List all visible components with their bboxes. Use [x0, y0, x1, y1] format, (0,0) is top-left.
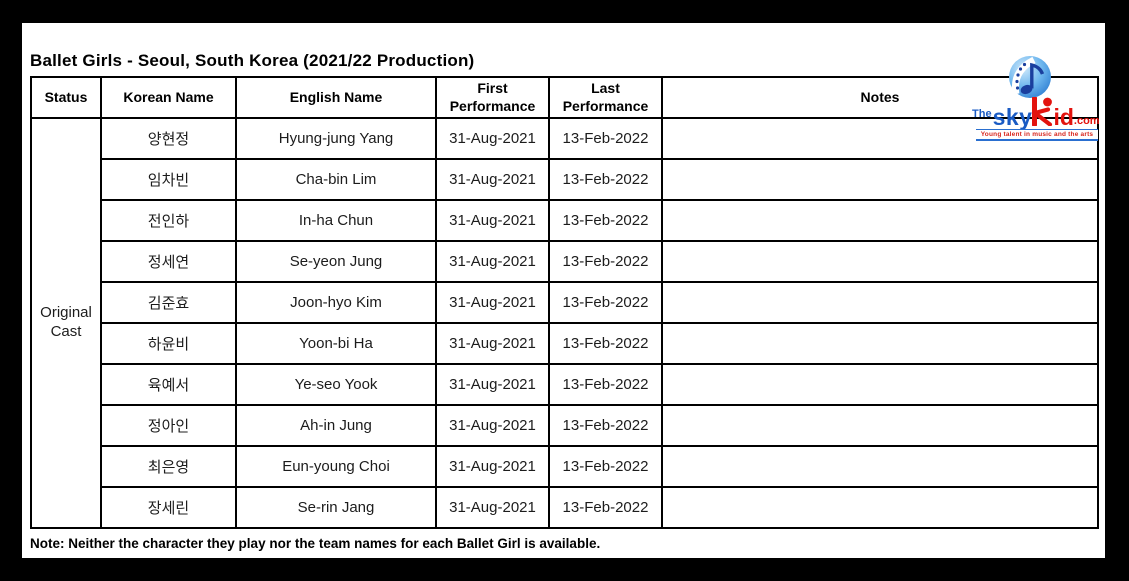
korean-name-cell: 임차빈	[100, 158, 237, 201]
english-name-cell: Eun-young Choi	[235, 445, 437, 488]
first-performance-cell: 31-Aug-2021	[435, 199, 550, 242]
cast-table: Status Korean Name English Name First Pe…	[30, 76, 1099, 529]
first-performance-cell: 31-Aug-2021	[435, 404, 550, 447]
english-name-cell: Cha-bin Lim	[235, 158, 437, 201]
first-performance-cell: 31-Aug-2021	[435, 240, 550, 283]
notes-cell	[661, 158, 1099, 201]
table-row: 육예서 Ye-seo Yook 31-Aug-2021 13-Feb-2022	[31, 363, 1099, 406]
notes-cell	[661, 363, 1099, 406]
last-performance-cell: 13-Feb-2022	[548, 404, 663, 447]
table-row: 전인하 In-ha Chun 31-Aug-2021 13-Feb-2022	[31, 199, 1099, 242]
col-header-english-name: English Name	[235, 76, 437, 119]
logo-tagline: Young talent in music and the arts	[976, 129, 1098, 141]
last-performance-cell: 13-Feb-2022	[548, 158, 663, 201]
first-performance-cell: 31-Aug-2021	[435, 322, 550, 365]
first-performance-cell: 31-Aug-2021	[435, 363, 550, 406]
last-performance-cell: 13-Feb-2022	[548, 363, 663, 406]
table-row: 김준효 Joon-hyo Kim 31-Aug-2021 13-Feb-2022	[31, 281, 1099, 324]
korean-name-cell: 하윤비	[100, 322, 237, 365]
first-performance-cell: 31-Aug-2021	[435, 281, 550, 324]
col-header-korean-name: Korean Name	[100, 76, 237, 119]
notes-cell	[661, 322, 1099, 365]
last-performance-cell: 13-Feb-2022	[548, 281, 663, 324]
page-title: Ballet Girls - Seoul, South Korea (2021/…	[30, 51, 475, 70]
header-row: Status Korean Name English Name First Pe…	[30, 76, 1099, 119]
english-name-cell: Se-rin Jang	[235, 486, 437, 529]
korean-name-cell: 장세린	[100, 486, 237, 529]
notes-cell	[661, 486, 1099, 529]
cast-table-body: Original Cast 양현정 Hyung-jung Yang 31-Aug-…	[30, 117, 1099, 529]
content-panel: Ballet Girls - Seoul, South Korea (2021/…	[22, 23, 1105, 558]
notes-cell	[661, 445, 1099, 488]
table-row: 정아인 Ah-in Jung 31-Aug-2021 13-Feb-2022	[31, 404, 1099, 447]
footnote: Note: Neither the character they play no…	[30, 536, 601, 551]
korean-name-cell: 김준효	[100, 281, 237, 324]
last-performance-cell: 13-Feb-2022	[548, 117, 663, 160]
english-name-cell: Hyung-jung Yang	[235, 117, 437, 160]
korean-name-cell: 최은영	[100, 445, 237, 488]
last-performance-cell: 13-Feb-2022	[548, 240, 663, 283]
last-performance-cell: 13-Feb-2022	[548, 445, 663, 488]
notes-cell	[661, 281, 1099, 324]
first-performance-cell: 31-Aug-2021	[435, 117, 550, 160]
logo-wordmark: The sky id .com	[972, 95, 1105, 131]
logo-sky-text: sky	[992, 104, 1033, 131]
notes-cell	[661, 199, 1099, 242]
korean-name-cell: 정세연	[100, 240, 237, 283]
table-row: 정세연 Se-yeon Jung 31-Aug-2021 13-Feb-2022	[31, 240, 1099, 283]
logo-com-text: .com	[1073, 115, 1100, 127]
table-row: 최은영 Eun-young Choi 31-Aug-2021 13-Feb-20…	[31, 445, 1099, 488]
korean-name-cell: 전인하	[100, 199, 237, 242]
last-performance-cell: 13-Feb-2022	[548, 486, 663, 529]
first-performance-cell: 31-Aug-2021	[435, 445, 550, 488]
table-row: 임차빈 Cha-bin Lim 31-Aug-2021 13-Feb-2022	[31, 158, 1099, 201]
korean-name-cell: 정아인	[100, 404, 237, 447]
english-name-cell: Se-yeon Jung	[235, 240, 437, 283]
english-name-cell: In-ha Chun	[235, 199, 437, 242]
col-header-first-performance: First Performance	[435, 76, 550, 119]
dancing-kid-k-icon	[1030, 95, 1054, 131]
notes-cell	[661, 240, 1099, 283]
korean-name-cell: 육예서	[100, 363, 237, 406]
first-performance-cell: 31-Aug-2021	[435, 158, 550, 201]
english-name-cell: Ye-seo Yook	[235, 363, 437, 406]
english-name-cell: Yoon-bi Ha	[235, 322, 437, 365]
logo-id-text: id	[1053, 104, 1074, 131]
last-performance-cell: 13-Feb-2022	[548, 199, 663, 242]
col-header-last-performance: Last Performance	[548, 76, 663, 119]
table-row: 하윤비 Yoon-bi Ha 31-Aug-2021 13-Feb-2022	[31, 322, 1099, 365]
status-cell: Original Cast	[30, 117, 102, 529]
table-row: 장세린 Se-rin Jang 31-Aug-2021 13-Feb-2022	[31, 486, 1099, 529]
col-header-status: Status	[30, 76, 102, 119]
first-performance-cell: 31-Aug-2021	[435, 486, 550, 529]
theskykid-logo[interactable]: The sky id .com Young talent in music an…	[972, 53, 1105, 145]
logo-the-text: The	[972, 108, 992, 120]
last-performance-cell: 13-Feb-2022	[548, 322, 663, 365]
english-name-cell: Ah-in Jung	[235, 404, 437, 447]
globe-music-note-icon	[1004, 53, 1056, 110]
english-name-cell: Joon-hyo Kim	[235, 281, 437, 324]
notes-cell	[661, 404, 1099, 447]
table-row: Original Cast 양현정 Hyung-jung Yang 31-Aug-…	[30, 117, 1099, 529]
korean-name-cell: 양현정	[100, 117, 237, 160]
